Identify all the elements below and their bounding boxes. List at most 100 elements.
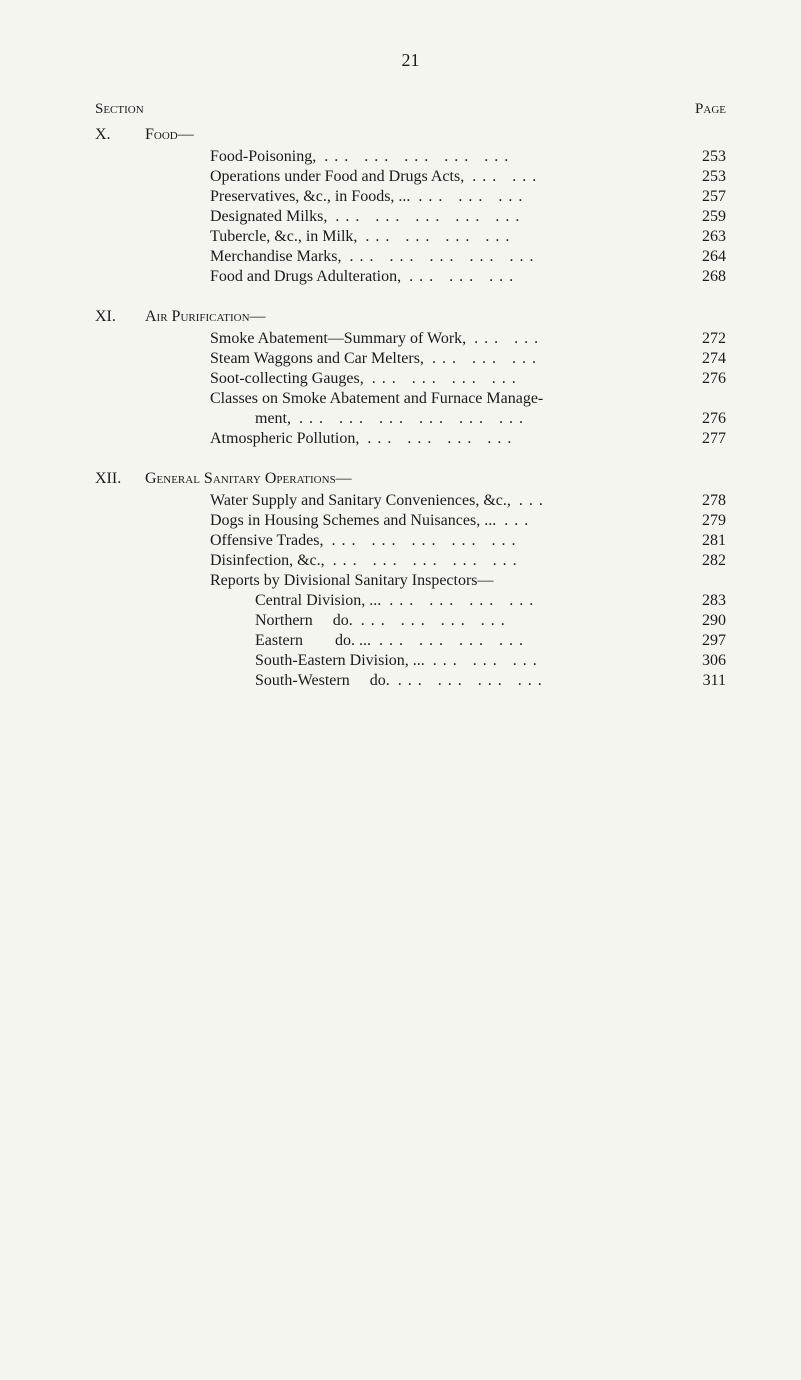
entry-page: 283 — [688, 592, 726, 610]
leader-dots: ... ... ... ... — [381, 592, 688, 610]
leader-dots: ... ... ... ... ... — [342, 248, 688, 266]
leader-dots: ... ... ... ... ... — [323, 532, 688, 550]
entry-page: 272 — [688, 330, 726, 348]
entry-text: Disinfection, &c., — [210, 552, 325, 570]
entry-text: South-Eastern Division, ... — [255, 652, 425, 670]
entry-page: 279 — [688, 512, 726, 530]
entry-page: 281 — [688, 532, 726, 550]
entry-text: Merchandise Marks, — [210, 248, 342, 266]
toc-entry: Operations under Food and Drugs Acts, ..… — [95, 168, 726, 186]
entry-text: Water Supply and Sanitary Conveniences, … — [210, 492, 511, 510]
entry-page: 259 — [688, 208, 726, 226]
leader-dots: ... ... — [464, 168, 688, 186]
toc-entry-nested: Eastern do. ... ... ... ... ... 297 — [95, 632, 726, 650]
entry-page: 311 — [688, 672, 726, 690]
section-xi: XI. Air Purification— Smoke Abatement—Su… — [95, 308, 726, 448]
leader-dots: ... ... ... ... ... — [325, 552, 688, 570]
leader-dots: ... ... ... — [410, 188, 688, 206]
document-page: 21 Section Page X. Food— Food-Poisoning,… — [0, 0, 801, 762]
entry-text: Atmospheric Pollution, — [210, 430, 359, 448]
toc-entry-nested: South-Western do. ... ... ... ... 311 — [95, 672, 726, 690]
entry-page: 290 — [688, 612, 726, 630]
toc-entry: Smoke Abatement—Summary of Work, ... ...… — [95, 330, 726, 348]
entry-text: Food and Drugs Adulteration, — [210, 268, 401, 286]
entry-page: 264 — [688, 248, 726, 266]
entry-text: Steam Waggons and Car Melters, — [210, 350, 424, 368]
entry-text: Designated Milks, — [210, 208, 327, 226]
entry-page: 274 — [688, 350, 726, 368]
leader-dots: ... ... ... ... — [371, 632, 688, 650]
toc-entry: Atmospheric Pollution, ... ... ... ... 2… — [95, 430, 726, 448]
section-x: X. Food— Food-Poisoning, ... ... ... ...… — [95, 126, 726, 286]
entry-page: 263 — [688, 228, 726, 246]
leader-dots: ... ... ... ... ... — [316, 148, 688, 166]
entry-text: Smoke Abatement—Summary of Work, — [210, 330, 466, 348]
header-section-label: Section — [95, 101, 144, 118]
section-title: Air Purification— — [145, 308, 266, 326]
leader-dots: ... ... ... — [401, 268, 688, 286]
entry-page: 278 — [688, 492, 726, 510]
leader-dots: ... — [496, 512, 688, 530]
entry-page: 306 — [688, 652, 726, 670]
entry-text: Food-Poisoning, — [210, 148, 316, 166]
section-title: General Sanitary Operations— — [145, 470, 352, 488]
toc-entry: Dogs in Housing Schemes and Nuisances, .… — [95, 512, 726, 530]
entry-page: 276 — [688, 370, 726, 388]
leader-dots: ... ... ... ... — [359, 430, 688, 448]
leader-dots: ... ... ... — [425, 652, 688, 670]
leader-dots: ... ... ... — [424, 350, 688, 368]
leader-dots: ... ... ... ... — [364, 370, 688, 388]
entry-text: South-Western do. — [255, 672, 390, 690]
leader-dots: ... — [511, 492, 688, 510]
toc-entry: Tubercle, &c., in Milk, ... ... ... ... … — [95, 228, 726, 246]
toc-entry: Steam Waggons and Car Melters, ... ... .… — [95, 350, 726, 368]
entry-text-line2: ment, — [210, 410, 291, 428]
entry-text: Tubercle, &c., in Milk, — [210, 228, 357, 246]
toc-entry: Offensive Trades, ... ... ... ... ... 28… — [95, 532, 726, 550]
entry-text: Offensive Trades, — [210, 532, 323, 550]
entry-text: Eastern do. ... — [255, 632, 371, 650]
toc-entry-nested: Northern do. ... ... ... ... 290 — [95, 612, 726, 630]
toc-entry: Preservatives, &c., in Foods, ... ... ..… — [95, 188, 726, 206]
toc-entry-multiline: Classes on Smoke Abatement and Furnace M… — [95, 390, 726, 428]
entry-text: Soot-collecting Gauges, — [210, 370, 364, 388]
page-number: 21 — [95, 50, 726, 71]
column-headers: Section Page — [95, 101, 726, 118]
toc-entry: Soot-collecting Gauges, ... ... ... ... … — [95, 370, 726, 388]
toc-entry-nested: Central Division, ... ... ... ... ... 28… — [95, 592, 726, 610]
toc-entry: Disinfection, &c., ... ... ... ... ... 2… — [95, 552, 726, 570]
toc-entry: Merchandise Marks, ... ... ... ... ... 2… — [95, 248, 726, 266]
leader-dots: ... ... ... ... ... — [327, 208, 688, 226]
entry-text: Dogs in Housing Schemes and Nuisances, .… — [210, 512, 496, 530]
entry-text: Central Division, ... — [255, 592, 381, 610]
entry-text: Northern do. — [255, 612, 353, 630]
leader-dots: ... ... ... ... — [353, 612, 688, 630]
leader-dots: ... ... ... ... — [357, 228, 688, 246]
section-roman-numeral: XII. — [95, 470, 145, 488]
section-header: X. Food— — [95, 126, 726, 144]
entry-text: Operations under Food and Drugs Acts, — [210, 168, 464, 186]
entry-page: 257 — [688, 188, 726, 206]
section-header: XII. General Sanitary Operations— — [95, 470, 726, 488]
leader-dots: ... ... ... ... — [390, 672, 688, 690]
entry-page: 276 — [688, 410, 726, 428]
reports-subheading: Reports by Divisional Sanitary Inspector… — [95, 572, 726, 590]
entry-page: 277 — [688, 430, 726, 448]
entry-text: Preservatives, &c., in Foods, ... — [210, 188, 410, 206]
section-title: Food— — [145, 126, 194, 144]
toc-entry: Food and Drugs Adulteration, ... ... ...… — [95, 268, 726, 286]
entry-page: 253 — [688, 148, 726, 166]
header-page-label: Page — [695, 101, 726, 118]
entry-page: 253 — [688, 168, 726, 186]
entry-text-line1: Classes on Smoke Abatement and Furnace M… — [210, 390, 726, 408]
toc-entry: Designated Milks, ... ... ... ... ... 25… — [95, 208, 726, 226]
section-header: XI. Air Purification— — [95, 308, 726, 326]
section-roman-numeral: X. — [95, 126, 145, 144]
leader-dots: ... ... — [466, 330, 688, 348]
section-roman-numeral: XI. — [95, 308, 145, 326]
toc-entry: Water Supply and Sanitary Conveniences, … — [95, 492, 726, 510]
leader-dots: ... ... ... ... ... ... — [291, 410, 688, 428]
section-xii: XII. General Sanitary Operations— Water … — [95, 470, 726, 690]
entry-page: 268 — [688, 268, 726, 286]
entry-page: 282 — [688, 552, 726, 570]
